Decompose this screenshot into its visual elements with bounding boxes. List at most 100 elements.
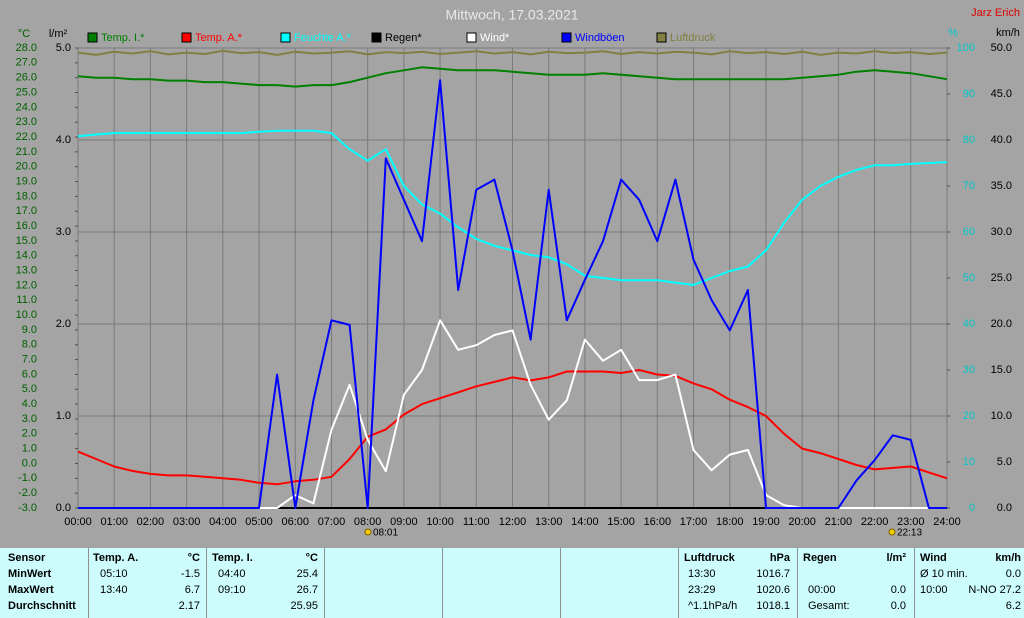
x-tick-label: 24:00 [933,516,961,528]
x-tick-label: 05:00 [245,516,273,528]
x-tick-label: 22:00 [861,516,889,528]
y3-tick-label: 4.0 [56,134,71,146]
legend-label: Windböen [575,32,625,44]
y4-tick-label: 90 [963,88,975,100]
x-tick-label: 10:00 [426,516,454,528]
legend-label: Temp. I.* [101,32,145,44]
x-tick-label: 00:00 [64,516,92,528]
y2-tick-label: 10.0 [991,410,1012,422]
x-tick-label: 03:00 [173,516,201,528]
x-tick-label: 09:00 [390,516,418,528]
y2-tick-label: 40.0 [991,134,1012,146]
series-line [77,66,948,88]
x-tick-label: 23:00 [897,516,925,528]
x-tick-label: 13:00 [535,516,563,528]
legend-swatch [181,32,192,43]
table-cell: Sensor [8,552,46,564]
table-cell: Gesamt: [808,600,850,612]
table-cell: -1.5 [181,568,200,580]
legend-swatch [87,32,98,43]
chart: Mittwoch, 17.03.2021 Jarz Erich °C l/m² … [16,7,1020,539]
table-divider [442,548,443,618]
y3-tick-label: 3.0 [56,226,71,238]
y4-tick-label: 10 [963,456,975,468]
table-divider [88,548,89,618]
y2-tick-label: 15.0 [991,364,1012,376]
y-tick-label: 3.0 [22,413,37,425]
y4-tick-label: 20 [963,410,975,422]
x-tick-label: 04:00 [209,516,237,528]
table-cell: 23:29 [688,584,716,596]
table-cell: Ø 10 min. [920,568,968,580]
y2-tick-label: 30.0 [991,226,1012,238]
series-line [77,49,948,56]
table-cell: 1016.7 [756,568,790,580]
y3-tick-label: 5.0 [56,42,71,54]
y-tick-label: 16.0 [16,220,37,232]
x-tick-label: 02:00 [137,516,165,528]
table-cell: 2.17 [178,600,200,612]
y4-tick-label: 0 [969,502,975,514]
y-tick-label: -3.0 [18,502,37,514]
y4-tick-label: 50 [963,272,975,284]
y-tick-label: 10.0 [16,309,37,321]
y3-tick-label: 0.0 [56,502,71,514]
x-tick-label: 01:00 [100,516,128,528]
table-cell: 10:00 [920,584,948,596]
y-tick-label: 2.0 [22,428,37,440]
y-tick-label: 15.0 [16,235,37,247]
x-tick-label: 18:00 [716,516,744,528]
table-divider [678,548,679,618]
y-unit: °C [18,28,30,40]
table-cell: °C [305,552,318,564]
y4-tick-label: 60 [963,226,975,238]
y3-tick-label: 2.0 [56,318,71,330]
table-divider [914,548,915,618]
x-tick-label: 17:00 [680,516,708,528]
y-tick-label: 23.0 [16,116,37,128]
table-divider [560,548,561,618]
table-cell: 09:10 [218,584,246,596]
legend-label: Luftdruck [670,32,716,44]
y-tick-label: 25.0 [16,86,37,98]
legend-label: Temp. A.* [195,32,243,44]
table-cell: 13:40 [100,584,128,596]
y-tick-label: 11.0 [16,294,37,306]
x-tick-label: 06:00 [281,516,309,528]
series-line [77,369,948,486]
y3-tick-label: 1.0 [56,410,71,422]
table-cell: 25.95 [290,600,318,612]
table-cell: MinWert [8,568,52,580]
y2-tick-label: 0.0 [997,502,1012,514]
y4-tick-label: 40 [963,318,975,330]
y-tick-label: 9.0 [22,324,37,336]
table-cell: km/h [995,552,1021,564]
table-cell: 0.0 [890,600,906,612]
table-divider [797,548,798,618]
y-tick-label: -2.0 [18,487,37,499]
legend-swatch [371,32,382,43]
y-tick-label: 26.0 [16,72,37,84]
annotation: 08:01 [373,528,398,539]
table-cell: 0.0 [890,584,906,596]
legend-label: Feuchte A.* [294,32,352,44]
legend-label: Regen* [385,32,422,44]
y-tick-label: 4.0 [22,398,37,410]
table-cell: 0.0 [1005,568,1021,580]
y4-tick-label: 80 [963,134,975,146]
y-tick-label: 21.0 [16,146,37,158]
chart-title: Mittwoch, 17.03.2021 [445,7,578,23]
legend-label: Wind* [480,32,510,44]
y-tick-label: 24.0 [16,101,37,113]
table-cell: Luftdruck [684,552,735,564]
table-cell: 05:10 [100,568,128,580]
y-tick-label: -1.0 [18,472,37,484]
table-cell: l/m² [886,552,906,564]
y2-tick-label: 20.0 [991,318,1012,330]
y-tick-label: 18.0 [16,190,37,202]
x-tick-label: 15:00 [607,516,635,528]
table-cell: MaxWert [8,584,54,596]
x-tick-label: 16:00 [644,516,672,528]
y-tick-label: 13.0 [16,264,37,276]
